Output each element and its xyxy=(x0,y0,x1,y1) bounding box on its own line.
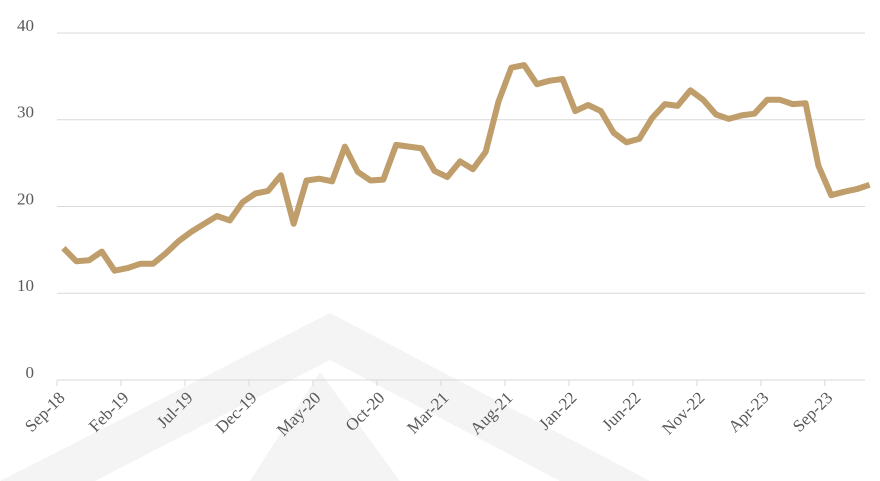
x-tick-label: Sep-23 xyxy=(789,388,836,435)
x-tick-label: Nov-22 xyxy=(658,388,708,438)
y-tick-label: 30 xyxy=(17,103,34,122)
x-tick-label: Jun-22 xyxy=(598,388,644,434)
x-tick-label: Jan-22 xyxy=(535,388,580,433)
y-tick-label: 40 xyxy=(17,16,34,35)
y-tick-label: 10 xyxy=(17,276,34,295)
x-tick-label: Sep-18 xyxy=(21,388,68,435)
y-tick-label: 20 xyxy=(17,189,34,208)
data-line xyxy=(61,62,871,274)
watermark xyxy=(0,313,650,481)
x-tick-label: Apr-23 xyxy=(725,388,773,436)
y-tick-label: 0 xyxy=(26,363,35,382)
